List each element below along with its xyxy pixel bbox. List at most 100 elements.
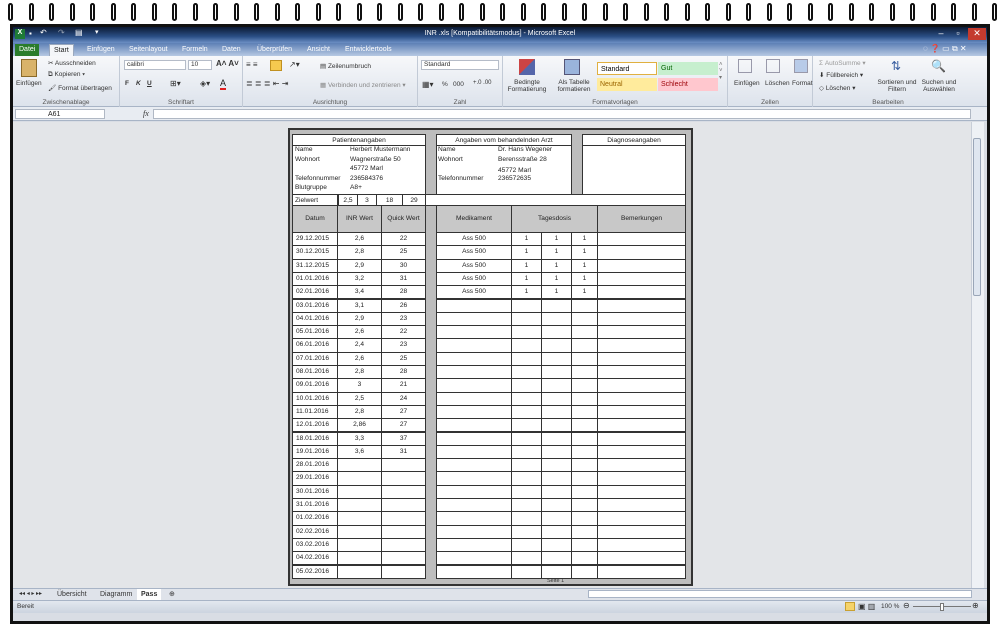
cell-inr[interactable]: 2,86: [337, 418, 382, 433]
cell-d3[interactable]: [571, 418, 598, 433]
cell-inr[interactable]: 3,1: [337, 298, 382, 313]
cell-d2[interactable]: 1: [541, 258, 572, 273]
cell-d1[interactable]: [511, 444, 542, 460]
cell-d2[interactable]: [541, 351, 572, 366]
style-neutral[interactable]: Neutral: [597, 78, 657, 91]
merge-center-button[interactable]: ▦ Verbinden und zentrieren ▾: [320, 82, 406, 89]
cell-d1[interactable]: [511, 564, 542, 579]
border-icon[interactable]: ⊞▾: [170, 79, 181, 88]
cell-d2[interactable]: [541, 524, 572, 539]
cell-date[interactable]: 01.02.2016: [292, 511, 338, 526]
cell-med[interactable]: [436, 511, 512, 526]
cell-rem[interactable]: [597, 484, 686, 499]
cell-med[interactable]: [436, 431, 512, 446]
cell-d3[interactable]: [571, 498, 598, 513]
cell-date[interactable]: 06.01.2016: [292, 338, 338, 353]
cell-d1[interactable]: [511, 498, 542, 513]
header-quick[interactable]: Quick Wert: [381, 205, 426, 233]
cell-date[interactable]: 05.01.2016: [292, 325, 338, 340]
cell-d3[interactable]: [571, 444, 598, 460]
cell-rem[interactable]: [597, 564, 686, 579]
cell-med[interactable]: Ass 500: [436, 232, 512, 247]
header-datum[interactable]: Datum: [292, 205, 338, 233]
cell-d1[interactable]: 1: [511, 258, 542, 273]
cell-d3[interactable]: [571, 564, 598, 579]
cell-med[interactable]: [436, 391, 512, 406]
cell-med[interactable]: Ass 500: [436, 285, 512, 300]
cell-d3[interactable]: [571, 391, 598, 406]
cell-d2[interactable]: 1: [541, 271, 572, 287]
cell-rem[interactable]: [597, 458, 686, 473]
cell-d2[interactable]: [541, 564, 572, 579]
cell-med[interactable]: [436, 298, 512, 313]
cell-med[interactable]: [436, 551, 512, 566]
cell-med[interactable]: [436, 524, 512, 539]
cell-med[interactable]: [436, 458, 512, 473]
cell-d1[interactable]: 1: [511, 285, 542, 300]
cell-d2[interactable]: [541, 298, 572, 313]
cell-d3[interactable]: 1: [571, 271, 598, 287]
redo-icon[interactable]: ↷: [58, 28, 65, 37]
number-format-select[interactable]: Standard: [421, 60, 499, 70]
header-inr[interactable]: INR Wert: [337, 205, 382, 233]
cell-inr[interactable]: 2,5: [337, 391, 382, 406]
tab-seitenlayout[interactable]: Seitenlayout: [129, 46, 168, 53]
cell-med[interactable]: [436, 418, 512, 433]
cell-med[interactable]: Ass 500: [436, 271, 512, 287]
new-sheet-icon[interactable]: ⊕: [169, 591, 175, 598]
cell-inr[interactable]: 2,9: [337, 311, 382, 327]
cell-d2[interactable]: [541, 431, 572, 446]
align-top-icon[interactable]: ≡ ≡: [246, 60, 258, 69]
cell-quick[interactable]: [381, 551, 426, 566]
style-standard[interactable]: Standard: [597, 62, 657, 75]
cell-rem[interactable]: [597, 271, 686, 287]
cell-quick[interactable]: 28: [381, 365, 426, 380]
cell-d3[interactable]: [571, 325, 598, 340]
cell-quick[interactable]: 23: [381, 338, 426, 353]
tab-einfuegen[interactable]: Einfügen: [87, 46, 115, 53]
cell-d2[interactable]: [541, 537, 572, 553]
cell-d2[interactable]: [541, 338, 572, 353]
cell-d1[interactable]: [511, 311, 542, 327]
cell-rem[interactable]: [597, 378, 686, 393]
cell-d3[interactable]: [571, 524, 598, 539]
align-middle-icon[interactable]: [270, 60, 282, 71]
cell-rem[interactable]: [597, 551, 686, 566]
currency-icon[interactable]: ▦▾: [422, 80, 434, 89]
conditional-format-button[interactable]: Bedingte Formatierung: [507, 79, 547, 93]
cell-date[interactable]: 03.01.2016: [292, 298, 338, 313]
cell-date[interactable]: 02.02.2016: [292, 524, 338, 539]
autosum-button[interactable]: Σ AutoSumme ▾: [819, 60, 866, 67]
cell-d1[interactable]: [511, 537, 542, 553]
delete-cells-button[interactable]: Löschen: [765, 80, 790, 87]
cell-med[interactable]: [436, 444, 512, 460]
doctor-info-box[interactable]: [436, 145, 572, 195]
cell-d1[interactable]: [511, 378, 542, 393]
cell-rem[interactable]: [597, 258, 686, 273]
cell-d1[interactable]: [511, 298, 542, 313]
fill-button[interactable]: ⬇ Füllbereich ▾: [819, 72, 864, 79]
cell-rem[interactable]: [597, 325, 686, 340]
cell-d3[interactable]: [571, 458, 598, 473]
undo-icon[interactable]: ↶: [40, 28, 47, 37]
cell-quick[interactable]: [381, 458, 426, 473]
cell-d1[interactable]: [511, 391, 542, 406]
cell-date[interactable]: 28.01.2016: [292, 458, 338, 473]
cell-quick[interactable]: [381, 471, 426, 486]
cell-rem[interactable]: [597, 524, 686, 539]
cell-d2[interactable]: [541, 391, 572, 406]
cell-d3[interactable]: [571, 378, 598, 393]
cell-inr[interactable]: [337, 458, 382, 473]
cell-inr[interactable]: 2,9: [337, 258, 382, 273]
cell-d3[interactable]: 1: [571, 258, 598, 273]
cell-date[interactable]: 18.01.2016: [292, 431, 338, 446]
tab-start[interactable]: Start: [49, 44, 74, 56]
cell-quick[interactable]: [381, 537, 426, 553]
sort-filter-button[interactable]: Sortieren und Filtern: [877, 79, 917, 93]
cell-inr[interactable]: [337, 498, 382, 513]
cell-date[interactable]: 31.12.2015: [292, 258, 338, 273]
cell-date[interactable]: 29.12.2015: [292, 232, 338, 247]
cell-quick[interactable]: 21: [381, 378, 426, 393]
cell-d1[interactable]: 1: [511, 271, 542, 287]
cell-quick[interactable]: [381, 524, 426, 539]
